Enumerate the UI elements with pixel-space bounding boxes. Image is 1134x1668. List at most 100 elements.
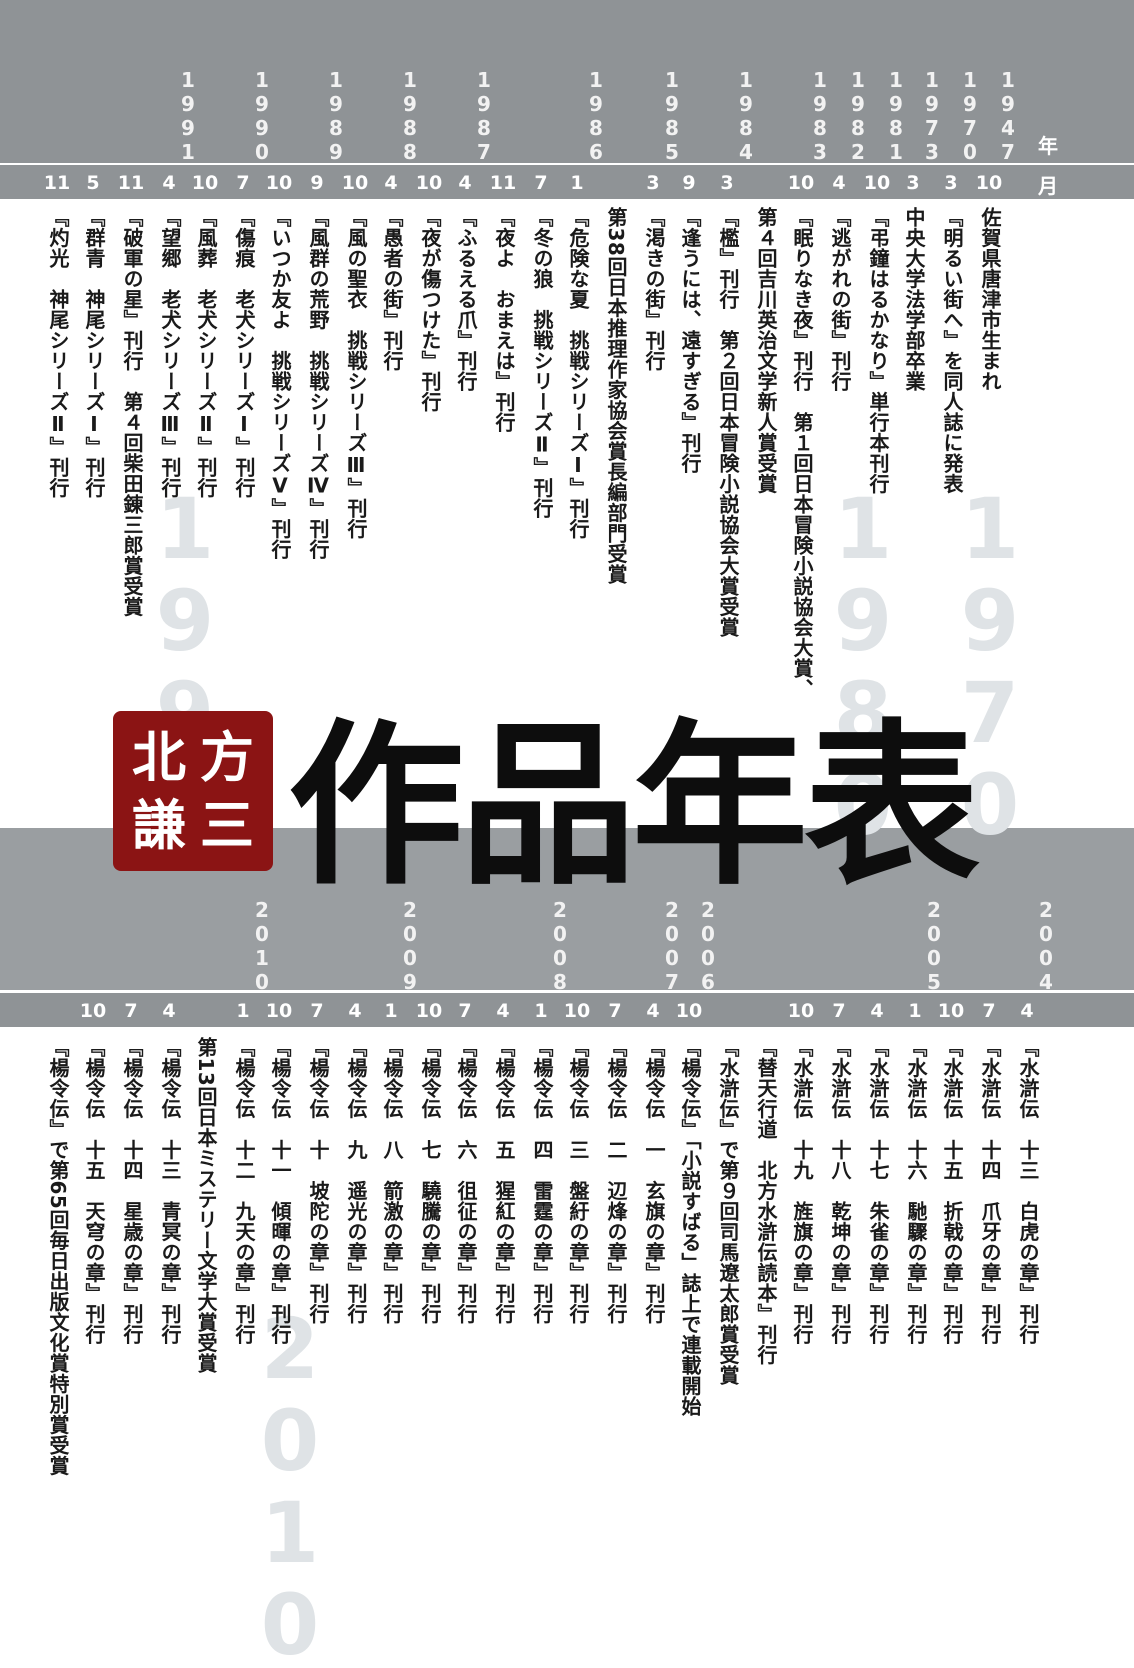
top-month: 3 bbox=[646, 172, 660, 194]
bottom-event: 『楊令伝 九 遥光の章』刊行 bbox=[344, 1037, 368, 1324]
bottom-event: 『楊令伝 二 辺烽の章』刊行 bbox=[604, 1037, 628, 1324]
top-month: 4 bbox=[384, 172, 398, 194]
bottom-month: 7 bbox=[310, 1000, 324, 1022]
bottom-event: 『楊令伝 十四 星歳の章』刊行 bbox=[120, 1037, 144, 1345]
top-event: 『逃がれの街』刊行 bbox=[828, 207, 852, 392]
bottom-year: 2004 bbox=[1034, 898, 1058, 994]
top-year: 1988 bbox=[398, 68, 422, 164]
top-year: 1984 bbox=[734, 68, 758, 164]
top-event: 『傷痕 老犬シリーズⅠ』刊行 bbox=[232, 207, 256, 498]
bottom-event: 第13回日本ミステリー文学大賞受賞 bbox=[194, 1037, 218, 1374]
author-logo: 方 北 三 謙 bbox=[113, 711, 273, 871]
bottom-month: 1 bbox=[384, 1000, 398, 1022]
top-year-band bbox=[0, 0, 1134, 163]
top-year: 1991 bbox=[176, 68, 200, 164]
bottom-event: 『替天行道 北方水滸伝読本』刊行 bbox=[754, 1037, 778, 1365]
bottom-event: 『楊令伝 十一 傾暉の章』刊行 bbox=[268, 1037, 292, 1345]
top-month: 11 bbox=[489, 172, 517, 194]
top-event: 『逢うには、遠すぎる』刊行 bbox=[678, 207, 702, 474]
top-event: 第４回吉川英治文学新人賞受賞 bbox=[754, 207, 778, 494]
bottom-event: 『水滸伝 十五 折戟の章』刊行 bbox=[940, 1037, 964, 1345]
bottom-event: 『楊令伝 一 玄旗の章』刊行 bbox=[642, 1037, 666, 1324]
page-title: 作品年表 bbox=[288, 702, 980, 909]
top-month: 10 bbox=[341, 172, 369, 194]
top-month: 11 bbox=[117, 172, 145, 194]
logo-char: 北 bbox=[132, 725, 186, 789]
bottom-event: 『楊令伝 十三 青冥の章』刊行 bbox=[158, 1037, 182, 1345]
top-event: 『灼光 神尾シリーズⅡ』刊行 bbox=[46, 207, 70, 498]
watermark-1970: 1970 bbox=[941, 480, 1039, 848]
top-year: 1989 bbox=[324, 68, 348, 164]
bottom-year: 2005 bbox=[922, 898, 946, 994]
top-event: 『明るい街へ』を同人誌に発表 bbox=[940, 207, 964, 494]
top-month: 7 bbox=[236, 172, 250, 194]
bottom-month: 1 bbox=[236, 1000, 250, 1022]
bottom-month: 10 bbox=[265, 1000, 293, 1022]
bottom-month bbox=[708, 993, 746, 1029]
top-event: 『夜が傷つけた』刊行 bbox=[418, 207, 442, 412]
bottom-event: 『楊令伝 八 箭激の章』刊行 bbox=[380, 1037, 404, 1324]
top-year: 1973 bbox=[920, 68, 944, 164]
top-event: 『風葬 老犬シリーズⅡ』刊行 bbox=[194, 207, 218, 498]
top-month: 11 bbox=[43, 172, 71, 194]
bottom-month: 7 bbox=[832, 1000, 846, 1022]
top-event: 『風群の荒野 挑戦シリーズⅣ』刊行 bbox=[306, 207, 330, 560]
bottom-year: 2009 bbox=[398, 898, 422, 994]
bottom-event: 『楊令伝』で第65回毎日出版文化賞特別賞受賞 bbox=[46, 1037, 70, 1476]
bottom-event: 『楊令伝』「小説すばる」誌上で連載開始 bbox=[678, 1037, 702, 1417]
bottom-month bbox=[746, 993, 784, 1029]
top-month: 4 bbox=[458, 172, 472, 194]
bottom-month: 4 bbox=[162, 1000, 176, 1022]
bottom-month: 7 bbox=[608, 1000, 622, 1022]
top-year: 1970 bbox=[958, 68, 982, 164]
top-month: 9 bbox=[682, 172, 696, 194]
top-month: 3 bbox=[906, 172, 920, 194]
watermark-1980: 1980 bbox=[814, 480, 912, 848]
bottom-month: 10 bbox=[787, 1000, 815, 1022]
top-event: 『危険な夏 挑戦シリーズⅠ』刊行 bbox=[566, 207, 590, 539]
bottom-year: 2006 bbox=[696, 898, 720, 994]
year-header: 年 bbox=[1038, 134, 1058, 158]
bottom-event: 『水滸伝 十七 朱雀の章』刊行 bbox=[866, 1037, 890, 1345]
bottom-month: 10 bbox=[937, 1000, 965, 1022]
top-event: 第38回日本推理作家協会賞長編部門受賞 bbox=[604, 207, 628, 585]
top-event: 『望郷 老犬シリーズⅢ』刊行 bbox=[158, 207, 182, 498]
bottom-event: 『水滸伝 十八 乾坤の章』刊行 bbox=[828, 1037, 852, 1345]
top-year: 1987 bbox=[472, 68, 496, 164]
bottom-event: 『水滸伝 十四 爪牙の章』刊行 bbox=[978, 1037, 1002, 1345]
bottom-month: 4 bbox=[646, 1000, 660, 1022]
top-event: 『破軍の星』刊行 第４回柴田錬三郎賞受賞 bbox=[120, 207, 144, 617]
bottom-month: 10 bbox=[415, 1000, 443, 1022]
bottom-event: 『水滸伝 十三 白虎の章』刊行 bbox=[1016, 1037, 1040, 1345]
bottom-event: 『楊令伝 六 徂征の章』刊行 bbox=[454, 1037, 478, 1324]
top-month: 5 bbox=[86, 172, 100, 194]
top-month bbox=[596, 165, 634, 201]
bottom-year: 2007 bbox=[660, 898, 684, 994]
bottom-month: 4 bbox=[348, 1000, 362, 1022]
top-event: 『眠りなき夜』刊行 第１回日本冒険小説協会大賞、 bbox=[790, 207, 814, 699]
bottom-event: 『水滸伝 十九 旌旗の章』刊行 bbox=[790, 1037, 814, 1345]
top-event: 中央大学法学部卒業 bbox=[902, 207, 926, 392]
top-month bbox=[746, 165, 784, 201]
top-month: 10 bbox=[415, 172, 443, 194]
bottom-event: 『楊令伝 五 猩紅の章』刊行 bbox=[492, 1037, 516, 1324]
top-year: 1947 bbox=[996, 68, 1020, 164]
top-year: 1983 bbox=[808, 68, 832, 164]
bottom-month bbox=[186, 993, 224, 1029]
bottom-month-band bbox=[0, 993, 1134, 1027]
top-event: 『愚者の街』刊行 bbox=[380, 207, 404, 371]
bottom-month: 1 bbox=[534, 1000, 548, 1022]
top-event: 『弔鐘はるかなり』単行本刊行 bbox=[866, 207, 890, 494]
bottom-month: 10 bbox=[563, 1000, 591, 1022]
bottom-month: 1 bbox=[908, 1000, 922, 1022]
top-month-band bbox=[0, 165, 1134, 199]
top-year: 1981 bbox=[884, 68, 908, 164]
top-event: 『渇きの街』刊行 bbox=[642, 207, 666, 371]
top-year: 1986 bbox=[584, 68, 608, 164]
bottom-month: 7 bbox=[982, 1000, 996, 1022]
top-month: 1 bbox=[570, 172, 584, 194]
top-month: 4 bbox=[832, 172, 846, 194]
logo-char: 方 bbox=[200, 725, 254, 789]
bottom-month: 10 bbox=[675, 1000, 703, 1022]
top-event: 『夜よ おまえは』刊行 bbox=[492, 207, 516, 433]
